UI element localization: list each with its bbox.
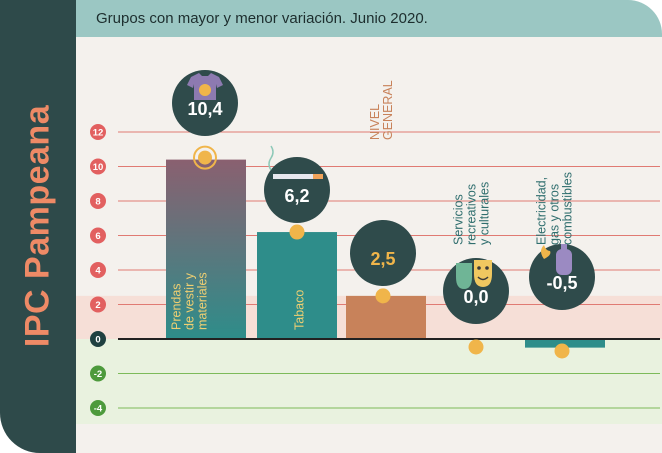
category-label: GENERAL — [381, 80, 395, 140]
y-tick-label: 10 — [93, 162, 104, 173]
category-label: gas y otros — [547, 184, 561, 245]
data-label: -0,5 — [546, 273, 577, 293]
negative-band — [76, 339, 662, 424]
bar — [525, 339, 605, 348]
category-label: Prendas — [169, 283, 183, 330]
value-marker-dot — [289, 224, 305, 240]
y-tick-badge — [90, 193, 106, 209]
value-marker-dot — [375, 288, 391, 304]
y-tick-badge — [90, 124, 106, 140]
y-tick-badge — [90, 365, 106, 382]
header-bar: Grupos con mayor y menor variación. Juni… — [76, 0, 662, 37]
value-marker-ring — [193, 145, 217, 170]
y-tick-badge — [90, 158, 106, 175]
chart-title: Grupos con mayor y menor variación. Juni… — [96, 10, 428, 27]
y-tick-badge — [90, 262, 106, 278]
value-marker-dot — [554, 343, 570, 359]
category-label: de vestir y — [182, 272, 196, 330]
category-label: recreativos — [464, 184, 478, 245]
category-label: NIVEL — [368, 104, 382, 140]
y-tick-label: 12 — [93, 128, 104, 139]
bar — [166, 159, 246, 339]
data-label: 6,2 — [284, 186, 309, 206]
category-label: Tabaco — [292, 290, 306, 330]
y-tick-label: 8 — [95, 197, 100, 208]
theater-masks-icon — [456, 260, 492, 289]
y-tick-label: 0 — [95, 335, 100, 346]
y-tick-badge — [90, 331, 106, 347]
y-tick-label: 4 — [95, 266, 101, 277]
y-tick-badge — [90, 227, 106, 244]
bar — [257, 232, 337, 339]
y-tick-label: -2 — [94, 369, 102, 380]
value-badge — [264, 157, 330, 223]
value-badge — [350, 220, 416, 286]
y-tick-badge — [90, 400, 106, 416]
gas-cylinder-icon — [541, 244, 572, 275]
category-label: Servicios — [451, 194, 465, 245]
y-tick-badge — [90, 296, 106, 313]
data-label: 10,4 — [187, 99, 222, 119]
y-tick-label: -4 — [94, 404, 103, 415]
y-tick-label: 2 — [95, 300, 100, 311]
data-label: 2,5 — [370, 249, 395, 269]
category-label: y culturales — [477, 182, 491, 245]
shirt-icon — [187, 73, 223, 100]
value-marker-dot — [198, 150, 212, 165]
y-tick-label: 6 — [95, 231, 100, 242]
category-label: combustibles — [560, 172, 574, 245]
category-label: materiales — [195, 272, 209, 330]
data-label: 0,0 — [463, 287, 488, 307]
category-label: Electricidad, — [534, 177, 548, 245]
cigarette-icon — [268, 145, 323, 179]
value-badge — [172, 70, 238, 136]
value-badge — [529, 244, 595, 310]
value-marker-dot — [468, 339, 484, 355]
bar — [346, 295, 426, 339]
sidebar: IPC Pampeana — [0, 0, 76, 453]
